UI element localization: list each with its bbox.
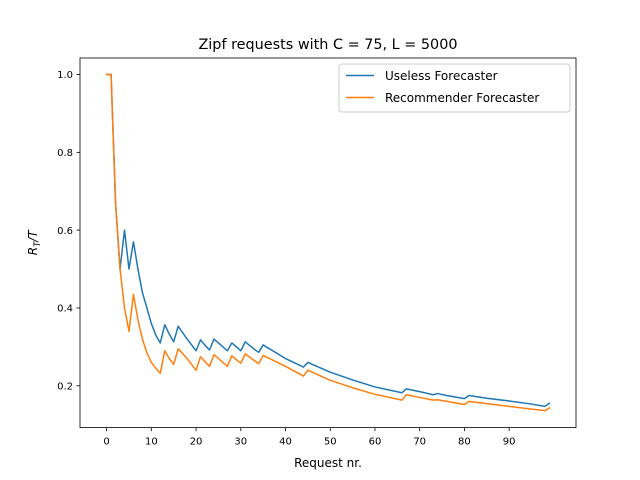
y-axis-label-main: R [26,247,40,255]
y-axis-label-tail: /T [26,229,40,243]
series-line-recommender-forecaster [105,73,551,412]
series-line-useless-forecaster [105,73,551,408]
x-tick-label: 90 [503,437,516,448]
series-layer [105,73,551,412]
y-axis-ticks: 0.2 0.4 0.6 0.8 1.0 [57,70,80,392]
y-tick-label: 0.6 [57,226,73,237]
x-tick-label: 10 [145,437,158,448]
plot-background [80,58,576,428]
chart-title: Zipf requests with C = 75, L = 5000 [198,37,457,53]
legend-label-recommender-forecaster: Recommender Forecaster [385,91,539,105]
y-tick-label: 1.0 [57,70,73,81]
y-tick-label: 0.2 [57,381,73,392]
y-tick-label: 0.8 [57,148,73,159]
x-tick-label: 0 [103,437,109,448]
x-axis-label: Request nr. [294,456,362,470]
y-axis-label: RT/T [26,229,43,256]
legend-label-useless-forecaster: Useless Forecaster [385,69,498,83]
plot-frame [79,57,577,429]
x-tick-label: 70 [413,437,426,448]
legend-box [338,63,571,113]
x-tick-label: 50 [324,437,337,448]
x-tick-label: 40 [279,437,292,448]
x-tick-label: 20 [190,437,203,448]
x-tick-label: 60 [369,437,382,448]
y-axis-label-subscript: T [33,241,43,247]
y-tick-label: 0.4 [57,304,73,315]
x-tick-label: 80 [458,437,471,448]
legend: Useless Forecaster Recommender Forecaste… [338,63,571,113]
x-tick-label: 30 [234,437,247,448]
plot-area [80,58,576,428]
x-axis-ticks: 0 10 20 30 40 50 60 70 80 90 [103,427,516,448]
